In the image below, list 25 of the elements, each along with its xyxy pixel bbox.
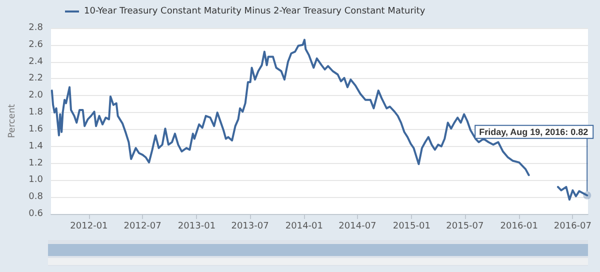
legend-label: 10-Year Treasury Constant Maturity Minus 2-Year Treasury Constant Maturity [84,6,426,16]
x-tick-label: 2016-07 [554,222,592,232]
y-tick-label: 2.6 [28,40,44,50]
y-tick-label: 1.8 [28,108,44,118]
y-tick-label: 2.0 [28,90,44,101]
y-tick-label: 0.6 [28,209,44,219]
x-tick-label: 2015-01 [392,222,430,232]
x-tick-label: 2014-07 [338,222,376,232]
x-tick-label: 2015-07 [446,222,484,232]
x-tick-label: 2014-01 [285,222,323,232]
y-tick-label: 2.8 [28,23,44,33]
x-tick-label: 2013-07 [231,222,269,232]
y-tick-label: 1.6 [28,124,44,134]
y-tick-label: 0.8 [28,192,44,202]
y-tick-label: 1.4 [28,141,44,152]
x-tick-label: 2012-07 [124,222,162,232]
y-axis-title: Percent [8,104,18,138]
y-tick-label: 1.0 [28,175,44,186]
y-tick-label: 2.4 [28,56,44,67]
y-tick-label: 1.2 [28,158,43,168]
y-tick-label: 2.2 [28,74,43,84]
x-tick-label: 2012-01 [70,222,108,232]
x-tick-label: 2013-01 [178,222,216,232]
x-tick-label: 2016-01 [500,222,538,232]
annotation: Friday, Aug 19, 2016: 0.82 [479,126,588,137]
